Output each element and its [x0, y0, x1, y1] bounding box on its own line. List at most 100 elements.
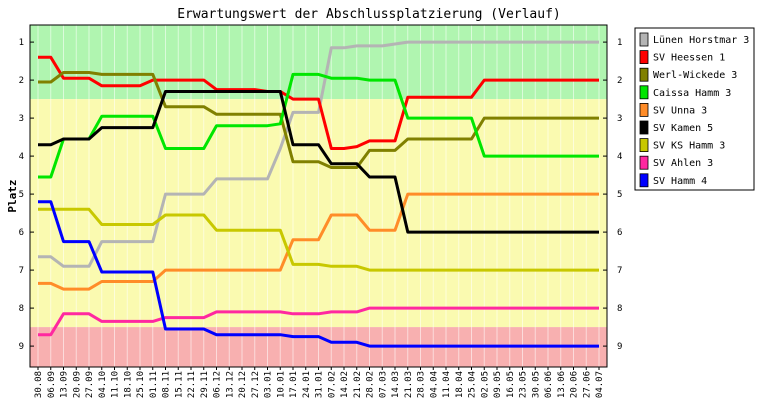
legend-label: Werl-Wickede 3 — [653, 70, 737, 81]
x-tick-label: 10.01 — [276, 371, 286, 398]
x-tick-label: 18.10 — [123, 371, 133, 398]
chart-title: Erwartungswert der Abschlussplatzierung … — [177, 7, 561, 22]
y-tick-label-right: 4 — [617, 152, 622, 162]
y-tick-label: 2 — [19, 76, 24, 86]
series-line-caissa-hamm-3 — [38, 72, 599, 179]
x-tick-label: 21.03 — [404, 371, 414, 398]
x-tick-label: 04.04 — [429, 371, 439, 398]
x-tick-label: 06.06 — [544, 371, 554, 398]
y-tick-label-right: 3 — [617, 114, 622, 124]
x-tick-label: 02.05 — [480, 371, 490, 398]
legend-swatch — [639, 50, 649, 64]
series-line-l-nen-horstmar-3 — [38, 40, 599, 268]
x-tick-label: 28.02 — [366, 371, 376, 398]
x-tick-label: 08.11 — [162, 371, 172, 398]
series-layer — [38, 40, 599, 348]
y-tick-label-right: 9 — [617, 342, 622, 352]
y-tick-label-right: 5 — [617, 190, 622, 200]
x-tick-label: 28.03 — [417, 371, 427, 398]
y-tick-label: 4 — [19, 152, 24, 162]
x-tick-label: 27.12 — [251, 371, 261, 398]
x-tick-label: 17.01 — [289, 371, 299, 398]
series-line-sv-ahlen-3 — [38, 306, 599, 337]
x-tick-label: 20.09 — [72, 371, 82, 398]
legend-label: SV KS Hamm 3 — [653, 141, 725, 152]
legend-label: SV Unna 3 — [653, 105, 707, 116]
x-tick-label: 04.10 — [98, 371, 108, 398]
legend-swatch — [639, 67, 649, 82]
legend-label: Caissa Hamm 3 — [653, 88, 731, 99]
x-tick-label: 04.07 — [595, 371, 605, 398]
legend-swatch — [639, 85, 649, 100]
x-tick-label: 06.09 — [47, 371, 57, 398]
x-tick-label: 09.05 — [493, 371, 503, 398]
x-tick-label: 07.03 — [378, 371, 388, 398]
series-line-sv-heessen-1 — [38, 55, 599, 150]
x-tick-label: 29.11 — [200, 371, 210, 398]
y-tick-label: 7 — [19, 266, 24, 276]
legend-box — [634, 27, 755, 191]
y-tick-label-right: 8 — [617, 304, 622, 314]
legend-label: SV Heessen 1 — [653, 53, 725, 64]
legend: Lünen Horstmar 3 SV Heessen 1 Werl-Wickede… — [634, 27, 755, 191]
y-axis-left-ticks: 1 2 3 4 5 6 7 8 9 — [19, 38, 34, 352]
x-tick-label: 14.03 — [391, 371, 401, 398]
x-tick-label: 25.04 — [468, 371, 478, 398]
y-axis-right-ticks: 1 2 3 4 5 6 7 8 9 — [603, 38, 622, 352]
legend-swatch — [639, 173, 649, 188]
x-tick-label: 23.05 — [519, 371, 529, 398]
legend-label: SV Hamm 4 — [653, 176, 707, 187]
series-line-sv-ks-hamm-3 — [38, 207, 599, 272]
legend-swatch — [639, 120, 649, 135]
legend-swatch — [639, 155, 649, 170]
series-line-sv-hamm-4 — [38, 200, 599, 348]
x-tick-label: 15.11 — [174, 371, 184, 398]
x-axis-ticks: 30.08 06.09 13.09 20.09 27.09 04.10 11.10 18.10… — [34, 367, 605, 398]
x-tick-label: 20.06 — [570, 371, 580, 398]
y-tick-label: 1 — [19, 38, 24, 48]
legend-swatch — [639, 32, 649, 47]
y-tick-label: 5 — [19, 190, 24, 200]
x-tick-label: 21.02 — [353, 371, 363, 398]
series-line-sv-kamen-5 — [38, 90, 599, 234]
x-tick-label: 16.05 — [506, 371, 516, 398]
y-tick-label-right: 2 — [617, 76, 622, 86]
x-tick-label: 11.10 — [111, 371, 121, 398]
y-tick-label-right: 6 — [617, 228, 622, 238]
x-tick-label: 14.02 — [340, 371, 350, 398]
x-tick-label: 30.08 — [34, 371, 44, 398]
y-tick-label: 6 — [19, 228, 24, 238]
grid-lines — [37, 25, 600, 367]
x-tick-label: 13.09 — [60, 371, 70, 398]
x-tick-label: 25.10 — [136, 371, 146, 398]
series-line-werl-wickede-3 — [38, 71, 599, 169]
x-tick-label: 27.09 — [85, 371, 95, 398]
x-tick-label: 24.01 — [302, 371, 312, 398]
y-tick-label: 8 — [19, 304, 24, 314]
x-tick-label: 20.12 — [238, 371, 248, 398]
y-tick-label-right: 7 — [617, 266, 622, 276]
x-tick-label: 22.11 — [187, 371, 197, 398]
legend-label: SV Ahlen 3 — [653, 158, 713, 169]
series-line-sv-unna-3 — [38, 192, 599, 291]
x-tick-label: 31.01 — [315, 371, 325, 398]
y-tick-label: 3 — [19, 114, 24, 124]
y-axis-label: Platz — [6, 179, 19, 212]
x-tick-label: 13.12 — [225, 371, 235, 398]
x-tick-label: 01.11 — [149, 371, 159, 398]
x-tick-label: 30.05 — [531, 371, 541, 398]
x-tick-label: 07.02 — [327, 371, 337, 398]
legend-swatch — [639, 138, 649, 153]
x-tick-label: 06.12 — [213, 371, 223, 398]
legend-swatch — [639, 103, 649, 117]
x-tick-label: 11.04 — [442, 371, 452, 398]
x-tick-label: 18.04 — [455, 371, 465, 398]
legend-label: Lünen Horstmar 3 — [653, 35, 749, 46]
y-tick-label: 9 — [19, 342, 24, 352]
y-tick-label-right: 1 — [617, 38, 622, 48]
legend-label: SV Kamen 5 — [653, 123, 713, 134]
x-tick-label: 13.06 — [557, 371, 567, 398]
x-tick-label: 27.06 — [582, 371, 592, 398]
x-tick-label: 03.01 — [264, 371, 274, 398]
